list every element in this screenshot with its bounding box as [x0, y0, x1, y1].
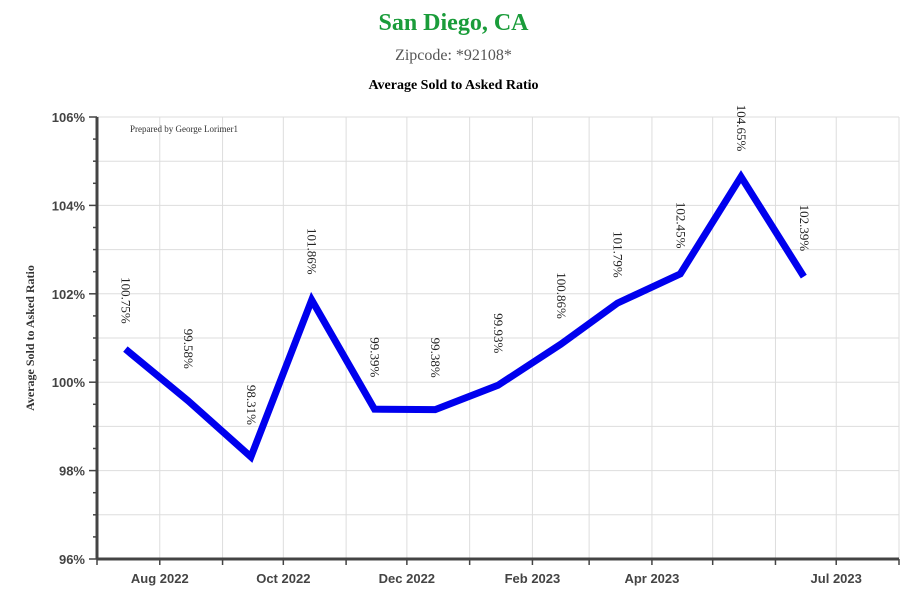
data-label: 104.65%	[734, 105, 749, 152]
axes	[89, 116, 900, 565]
data-labels: 100.75% 99.58% 98.31% 101.86% 99.39% 99.38% 99…	[118, 105, 812, 457]
data-label: 99.93%	[491, 313, 506, 353]
chart-title: San Diego, CA	[378, 10, 529, 36]
data-label: 101.86%	[305, 228, 320, 275]
data-label: 101.79%	[611, 231, 626, 278]
data-label: 99.58%	[181, 329, 196, 369]
watermark-text: Prepared by George Lorimer1	[130, 124, 238, 134]
data-label: 100.86%	[554, 272, 569, 319]
x-tick-label: Aug 2022	[131, 571, 189, 586]
x-tick-label: Jul 2023	[811, 571, 862, 586]
data-label: 98.31%	[244, 385, 259, 425]
series-line	[123, 170, 807, 463]
grid-lines	[97, 116, 900, 560]
data-label: 102.45%	[673, 202, 688, 249]
x-tick-label: Oct 2022	[256, 571, 310, 586]
y-tick-label: 100%	[52, 375, 86, 390]
chart-subtitle: Zipcode: *92108*	[395, 47, 512, 64]
y-tick-label: 102%	[52, 287, 86, 302]
x-ticks: Aug 2022 Oct 2022 Dec 2022 Feb 2023 Apr 2023…	[131, 571, 862, 586]
y-axis-label: Average Sold to Asked Ratio	[23, 265, 37, 411]
y-tick-label: 96%	[59, 552, 85, 567]
data-label: 100.75%	[118, 277, 133, 324]
y-tick-label: 106%	[52, 110, 86, 125]
data-label: 99.38%	[428, 338, 443, 378]
y-ticks: 96% 98% 100% 102% 104% 106%	[52, 110, 86, 567]
y-tick-label: 98%	[59, 464, 85, 479]
x-tick-label: Feb 2023	[505, 571, 561, 586]
y-tick-label: 104%	[52, 198, 86, 213]
data-label: 102.39%	[797, 205, 812, 252]
x-tick-label: Dec 2022	[379, 571, 435, 586]
x-tick-label: Apr 2023	[624, 571, 679, 586]
data-label: 99.39%	[368, 337, 383, 377]
chart-heading: Average Sold to Asked Ratio	[368, 78, 539, 93]
